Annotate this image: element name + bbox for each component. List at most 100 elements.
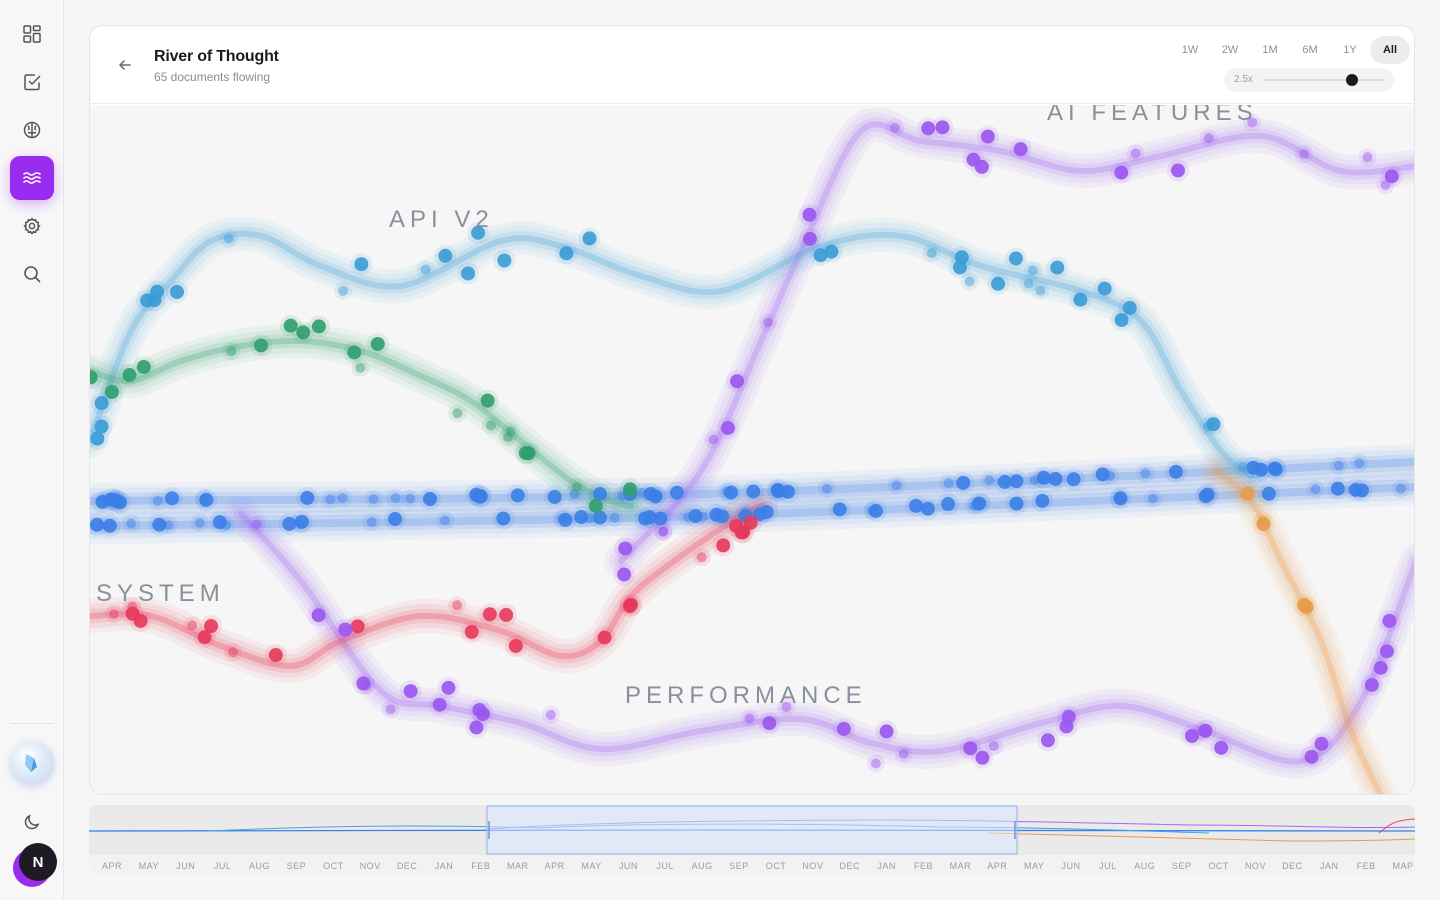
document-dot[interactable]: [94, 396, 109, 411]
document-dot[interactable]: [868, 503, 883, 518]
document-dot[interactable]: [204, 619, 219, 634]
assistant-orb[interactable]: [10, 741, 54, 785]
document-dot[interactable]: [338, 622, 353, 637]
document-dot[interactable]: [503, 432, 514, 443]
document-dot[interactable]: [197, 630, 212, 645]
document-dot[interactable]: [569, 489, 580, 500]
nav-settings[interactable]: [10, 204, 54, 248]
document-dot[interactable]: [482, 607, 497, 622]
document-dot[interactable]: [980, 129, 995, 144]
document-dot[interactable]: [653, 511, 668, 526]
document-dot[interactable]: [423, 492, 438, 507]
document-dot[interactable]: [1008, 251, 1023, 266]
document-dot[interactable]: [975, 750, 990, 765]
document-dot[interactable]: [1362, 152, 1373, 163]
document-dot[interactable]: [268, 648, 283, 663]
document-dot[interactable]: [1113, 491, 1128, 506]
document-dot[interactable]: [1373, 660, 1388, 675]
document-dot[interactable]: [1380, 180, 1391, 191]
document-dot[interactable]: [368, 494, 379, 505]
document-dot[interactable]: [1061, 709, 1076, 724]
document-dot[interactable]: [499, 607, 514, 622]
document-dot[interactable]: [1310, 484, 1321, 495]
document-dot[interactable]: [971, 496, 986, 511]
document-dot[interactable]: [1379, 644, 1394, 659]
document-dot[interactable]: [223, 233, 234, 244]
document-dot[interactable]: [1198, 489, 1213, 504]
document-dot[interactable]: [420, 264, 431, 275]
document-dot[interactable]: [90, 431, 105, 446]
document-dot[interactable]: [1382, 613, 1397, 628]
nav-river[interactable]: [10, 156, 54, 200]
range-6m[interactable]: 6M: [1302, 44, 1318, 56]
document-dot[interactable]: [1114, 165, 1129, 180]
avatar[interactable]: N: [19, 843, 57, 881]
document-dot[interactable]: [1035, 493, 1050, 508]
document-dot[interactable]: [350, 619, 365, 634]
document-dot[interactable]: [1304, 749, 1319, 764]
document-dot[interactable]: [405, 493, 416, 504]
document-dot[interactable]: [108, 609, 119, 620]
document-dot[interactable]: [1036, 470, 1051, 485]
document-dot[interactable]: [508, 638, 523, 653]
document-dot[interactable]: [1095, 467, 1110, 482]
range-1y[interactable]: 1Y: [1343, 44, 1357, 56]
document-dot[interactable]: [559, 246, 574, 261]
document-dot[interactable]: [1130, 148, 1141, 159]
document-dot[interactable]: [697, 511, 708, 522]
document-dot[interactable]: [1097, 281, 1112, 296]
document-dot[interactable]: [618, 541, 633, 556]
document-dot[interactable]: [966, 152, 981, 167]
document-dot[interactable]: [432, 697, 447, 712]
minimap-viewport[interactable]: [486, 805, 1018, 855]
document-dot[interactable]: [890, 122, 901, 133]
document-dot[interactable]: [545, 709, 556, 720]
document-dot[interactable]: [558, 512, 573, 527]
document-dot[interactable]: [1330, 481, 1345, 496]
document-dot[interactable]: [1147, 493, 1158, 504]
document-dot[interactable]: [736, 525, 751, 540]
document-dot[interactable]: [592, 486, 607, 501]
document-dot[interactable]: [670, 485, 685, 500]
document-dot[interactable]: [1297, 597, 1312, 612]
document-dot[interactable]: [1027, 265, 1038, 276]
document-dot[interactable]: [870, 758, 881, 769]
document-dot[interactable]: [638, 511, 653, 526]
document-dot[interactable]: [1261, 486, 1276, 501]
document-dot[interactable]: [759, 505, 774, 520]
document-dot[interactable]: [438, 248, 453, 263]
document-dot[interactable]: [388, 512, 403, 527]
document-dot[interactable]: [997, 474, 1012, 489]
document-dot[interactable]: [1122, 300, 1137, 315]
document-dot[interactable]: [1354, 483, 1369, 498]
document-dot[interactable]: [588, 498, 603, 513]
document-dot[interactable]: [1237, 462, 1248, 473]
document-dot[interactable]: [228, 647, 239, 658]
document-dot[interactable]: [370, 336, 385, 351]
document-dot[interactable]: [658, 526, 669, 537]
document-dot[interactable]: [1198, 723, 1213, 738]
document-dot[interactable]: [221, 520, 232, 531]
river-canvas[interactable]: AI FEATURES API V2 SYSTEM PERFORMANCE: [90, 99, 1414, 794]
document-dot[interactable]: [325, 494, 336, 505]
document-dot[interactable]: [696, 552, 707, 563]
document-dot[interactable]: [199, 492, 214, 507]
document-dot[interactable]: [1023, 278, 1034, 289]
document-dot[interactable]: [1268, 462, 1283, 477]
document-dot[interactable]: [366, 517, 377, 528]
document-dot[interactable]: [715, 509, 730, 524]
document-dot[interactable]: [952, 260, 967, 275]
document-dot[interactable]: [496, 511, 511, 526]
document-dot[interactable]: [802, 207, 817, 222]
document-dot[interactable]: [1254, 462, 1269, 477]
range-all[interactable]: All: [1370, 36, 1410, 64]
document-dot[interactable]: [510, 488, 525, 503]
document-dot[interactable]: [743, 515, 758, 530]
document-dot[interactable]: [1029, 475, 1040, 486]
document-dot[interactable]: [1185, 728, 1200, 743]
range-2w[interactable]: 2W: [1221, 44, 1239, 56]
document-dot[interactable]: [964, 276, 975, 287]
document-dot[interactable]: [716, 538, 731, 553]
document-dot[interactable]: [355, 362, 366, 373]
document-dot[interactable]: [898, 748, 909, 759]
